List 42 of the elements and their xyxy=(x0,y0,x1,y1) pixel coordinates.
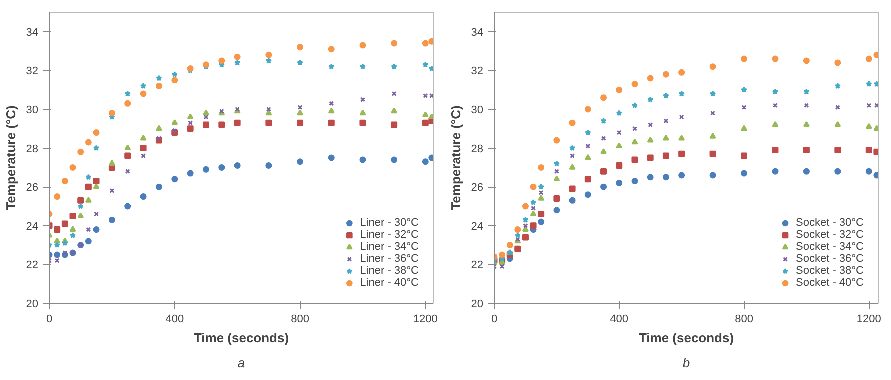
x-tick-label: 400 xyxy=(610,314,629,326)
x-axis-title: Time (seconds) xyxy=(638,330,734,346)
y-tick-label: 24 xyxy=(26,220,39,233)
y-tick-label: 32 xyxy=(26,66,39,78)
y-tick-label: 34 xyxy=(26,26,39,39)
legend-label: Liner - 40°C xyxy=(360,277,419,289)
legend-label: Socket - 40°C xyxy=(796,277,864,289)
x-tick-label: 400 xyxy=(166,314,184,326)
text: b xyxy=(682,356,690,370)
text: a xyxy=(238,356,246,370)
y-tick-label: 26 xyxy=(471,182,484,194)
x-tick-label: 1200 xyxy=(413,314,438,326)
legend-label: Liner - 38°C xyxy=(360,265,419,277)
legend-label: Socket - 32°C xyxy=(796,229,864,241)
y-axis-title: Temperature (°C) xyxy=(448,106,464,210)
y-tick-label: 28 xyxy=(471,143,484,156)
x-tick-label: 800 xyxy=(735,314,754,326)
legend-label: Socket - 38°C xyxy=(796,265,864,277)
y-tick-label: 24 xyxy=(471,220,484,233)
y-tick-label: 28 xyxy=(26,143,39,156)
y-tick-label: 20 xyxy=(471,298,484,310)
y-tick-label: 22 xyxy=(26,260,39,272)
legend-label: Socket - 30°C xyxy=(796,217,864,229)
x-tick-label: 800 xyxy=(291,314,310,326)
legend-label: Liner - 34°C xyxy=(360,241,419,253)
y-tick-label: 34 xyxy=(471,26,484,39)
legend-label: Socket - 36°C xyxy=(796,253,864,265)
legend-label: Liner - 36°C xyxy=(360,253,419,265)
y-tick-label: 26 xyxy=(26,182,39,194)
legend-label: Liner - 30°C xyxy=(360,217,419,229)
x-tick-label: 0 xyxy=(491,314,498,326)
legend-label: Socket - 34°C xyxy=(796,241,864,253)
y-tick-label: 20 xyxy=(26,298,39,310)
legend-label: Liner - 32°C xyxy=(360,229,419,241)
y-tick-label: 30 xyxy=(471,104,484,116)
x-tick-label: 1200 xyxy=(856,314,882,326)
x-tick-label: 0 xyxy=(46,314,53,326)
y-tick-label: 32 xyxy=(471,66,484,78)
y-tick-label: 30 xyxy=(26,104,39,116)
x-axis-title: Time (seconds) xyxy=(194,330,290,346)
y-axis-title: Temperature (°C) xyxy=(3,106,18,210)
y-tick-label: 22 xyxy=(471,260,484,272)
